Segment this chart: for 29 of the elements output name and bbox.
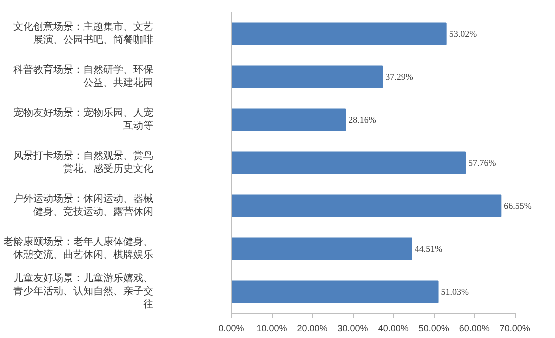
data-label: 53.02% bbox=[449, 29, 478, 39]
bar bbox=[232, 238, 412, 260]
x-tick-label: 40.00% bbox=[378, 324, 409, 334]
bar bbox=[232, 108, 346, 132]
x-tick-label: 70.00% bbox=[500, 324, 530, 334]
x-tick-label: 10.00% bbox=[256, 324, 288, 334]
bar bbox=[232, 66, 384, 88]
y-tick-label: 文化创意场景：主题集市、文艺展演、公园书吧、简餐咖啡 bbox=[14, 20, 154, 46]
y-tick-label: 老龄康颐场景：老年人康体健身、休憩交流、曲艺休闲、棋牌娱乐 bbox=[4, 236, 154, 262]
x-tick-label: 0.00% bbox=[218, 324, 244, 334]
bar bbox=[232, 280, 439, 304]
data-label: 37.29% bbox=[386, 72, 414, 82]
x-tick-label: 30.00% bbox=[338, 324, 368, 334]
x-tick-label: 50.00% bbox=[418, 324, 450, 334]
data-label: 51.03% bbox=[441, 287, 470, 297]
x-tick-label: 20.00% bbox=[297, 324, 328, 334]
y-tick-label: 宠物友好场景：宠物乐园、人宠互动等 bbox=[14, 106, 154, 132]
y-tick-label: 风景打卡场景：自然观景、赏鸟赏花、感受历史文化 bbox=[14, 150, 154, 176]
data-label: 44.51% bbox=[414, 244, 444, 254]
bar bbox=[232, 194, 502, 218]
y-tick-label: 户外运动场景：休闲运动、器械健身、竞技运动、露营休闲 bbox=[14, 192, 154, 218]
data-label: 28.16% bbox=[348, 115, 377, 125]
bar bbox=[232, 22, 447, 46]
x-tick-label: 60.00% bbox=[459, 324, 490, 334]
bar bbox=[232, 152, 466, 174]
data-label: 66.55% bbox=[504, 201, 532, 211]
y-tick-label: 科普教育场景：自然研学、环保公益、共建花园 bbox=[14, 64, 154, 90]
data-label: 57.76% bbox=[468, 158, 497, 168]
y-tick-label: 儿童友好场景：儿童游乐嬉戏、青少年活动、认知自然、亲子交往 bbox=[14, 272, 154, 311]
